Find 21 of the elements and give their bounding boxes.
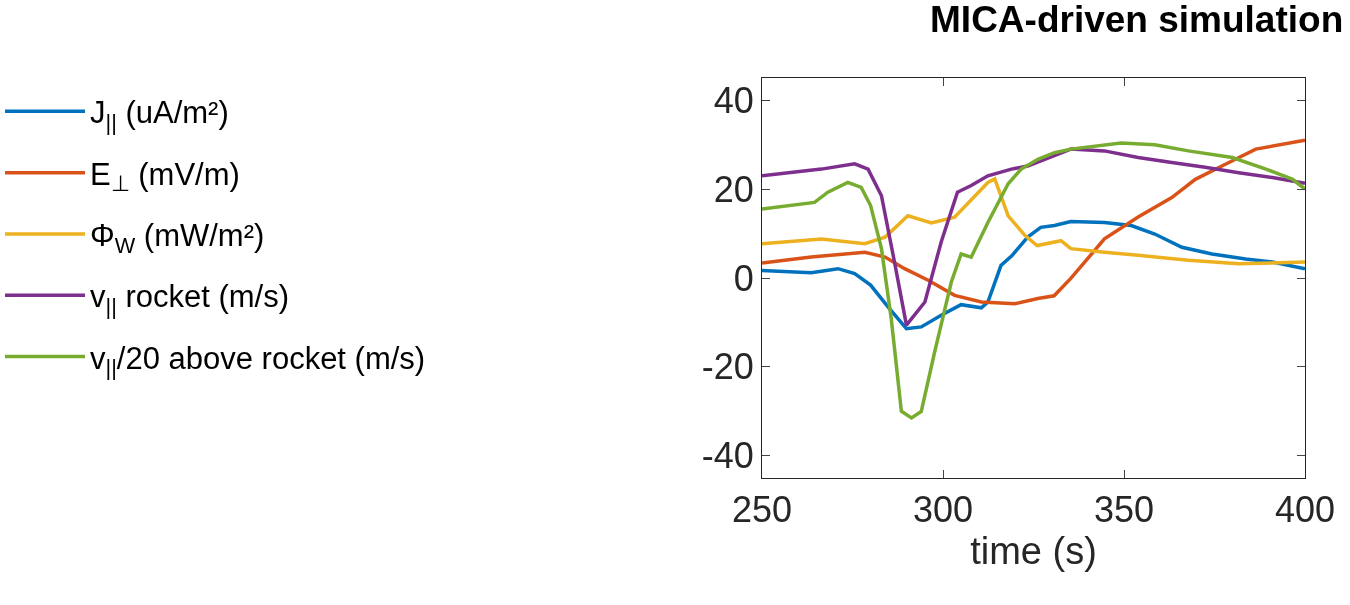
line-series <box>762 219 1305 331</box>
legend-label: Φ$_{W}$ (mW/m²) <box>90 218 265 258</box>
line-series <box>762 147 1305 327</box>
y-tick-label: -20 <box>701 346 754 388</box>
line-series <box>762 177 1305 266</box>
legend-label: v$_{||}$/20 above rocket (m/s) <box>90 340 426 381</box>
y-tick-label: 40 <box>713 79 754 121</box>
y-tick-label: -40 <box>701 435 754 477</box>
x-tick-label: 350 <box>1093 489 1155 531</box>
legend-label: E$_{⊥}$ (mV/m) <box>90 156 240 197</box>
legend-label: v$_{||}$ rocket (m/s) <box>90 279 290 319</box>
x-axis-title: time (s) <box>970 530 1097 573</box>
chart-title: MICA-driven simulation <box>930 0 1344 40</box>
x-tick-label: 400 <box>1274 489 1336 531</box>
y-tick-label: 0 <box>733 257 754 299</box>
line-series <box>762 138 1305 306</box>
x-tick-label: 250 <box>731 489 793 531</box>
legend-label: J$_{||}$ (uA/m²) <box>90 95 229 135</box>
line-series <box>762 141 1305 420</box>
y-tick-label: 20 <box>713 168 754 210</box>
x-tick-label: 300 <box>912 489 974 531</box>
